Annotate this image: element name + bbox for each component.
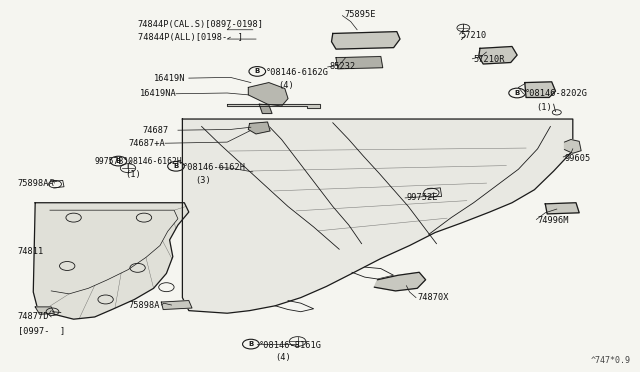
Text: 74811: 74811 <box>18 247 44 256</box>
Text: 85232: 85232 <box>330 62 356 71</box>
Polygon shape <box>374 272 426 291</box>
Text: 75898A: 75898A <box>128 301 159 310</box>
Text: 99752E: 99752E <box>406 193 438 202</box>
Text: B: B <box>116 158 121 164</box>
Polygon shape <box>33 203 189 319</box>
Polygon shape <box>336 57 383 69</box>
Text: °08146-8202G: °08146-8202G <box>525 89 588 98</box>
Text: B: B <box>515 90 520 96</box>
Text: °08146-8161G: °08146-8161G <box>259 341 322 350</box>
Text: (4): (4) <box>278 81 294 90</box>
Text: 16419NA: 16419NA <box>140 89 176 98</box>
Text: 74877D: 74877D <box>18 312 49 321</box>
Polygon shape <box>35 307 54 314</box>
Text: 74687+A: 74687+A <box>128 139 164 148</box>
Text: 57210: 57210 <box>461 31 487 40</box>
Text: 99605: 99605 <box>564 154 591 163</box>
Text: 74844P(CAL.S)[0897-0198]: 74844P(CAL.S)[0897-0198] <box>138 20 264 29</box>
Polygon shape <box>564 140 581 153</box>
Text: 74996M: 74996M <box>538 216 569 225</box>
Polygon shape <box>525 82 556 97</box>
Polygon shape <box>161 301 192 310</box>
Text: °08146-6162G: °08146-6162G <box>266 68 328 77</box>
Text: 74870X: 74870X <box>417 293 449 302</box>
Text: (3): (3) <box>195 176 211 185</box>
Text: 16419N: 16419N <box>154 74 185 83</box>
Text: B: B <box>173 163 179 169</box>
Text: 74844P(ALL)[0198-  ]: 74844P(ALL)[0198- ] <box>138 33 243 42</box>
Polygon shape <box>182 119 573 313</box>
Text: (4): (4) <box>275 353 291 362</box>
Text: ^747*0.9: ^747*0.9 <box>590 356 630 365</box>
Polygon shape <box>545 203 579 214</box>
Text: 57210R: 57210R <box>474 55 505 64</box>
Text: [0997-  ]: [0997- ] <box>18 326 65 335</box>
Text: 75895E: 75895E <box>344 10 376 19</box>
Text: (1): (1) <box>536 103 552 112</box>
Text: 75898AA: 75898AA <box>18 179 54 187</box>
Text: °08146-6162H: °08146-6162H <box>182 163 245 172</box>
Text: (1): (1) <box>125 170 141 179</box>
Polygon shape <box>248 83 288 106</box>
Text: B: B <box>248 341 253 347</box>
Polygon shape <box>227 104 320 108</box>
Text: B: B <box>255 68 260 74</box>
Text: 74687: 74687 <box>142 126 168 135</box>
Polygon shape <box>332 32 400 49</box>
Polygon shape <box>248 122 270 134</box>
Polygon shape <box>479 46 517 64</box>
Polygon shape <box>259 104 272 113</box>
Text: 99757B°08146-6162H: 99757B°08146-6162H <box>95 157 182 166</box>
